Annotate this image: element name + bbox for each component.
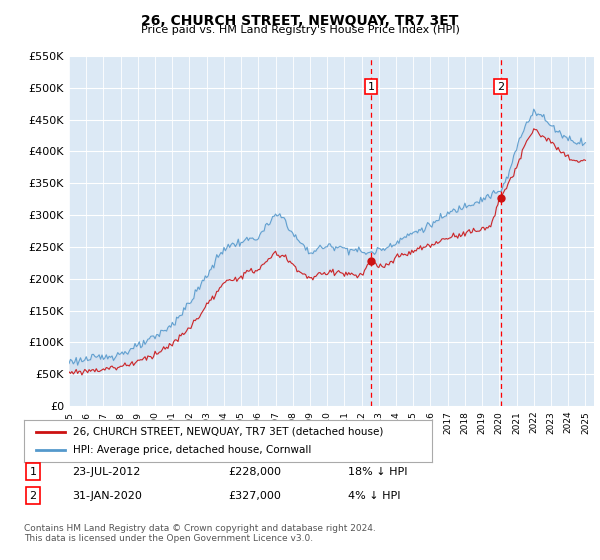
Text: £228,000: £228,000 [228,466,281,477]
Text: 26, CHURCH STREET, NEWQUAY, TR7 3ET (detached house): 26, CHURCH STREET, NEWQUAY, TR7 3ET (det… [73,427,383,437]
Text: 1: 1 [29,466,37,477]
Text: 2: 2 [497,82,504,91]
Text: 2: 2 [29,491,37,501]
Text: 18% ↓ HPI: 18% ↓ HPI [348,466,407,477]
Text: HPI: Average price, detached house, Cornwall: HPI: Average price, detached house, Corn… [73,445,311,455]
Text: 26, CHURCH STREET, NEWQUAY, TR7 3ET: 26, CHURCH STREET, NEWQUAY, TR7 3ET [142,14,458,28]
Text: Contains HM Land Registry data © Crown copyright and database right 2024.
This d: Contains HM Land Registry data © Crown c… [24,524,376,543]
Text: Price paid vs. HM Land Registry's House Price Index (HPI): Price paid vs. HM Land Registry's House … [140,25,460,35]
Text: 1: 1 [368,82,374,91]
Text: £327,000: £327,000 [228,491,281,501]
Text: 31-JAN-2020: 31-JAN-2020 [72,491,142,501]
Text: 23-JUL-2012: 23-JUL-2012 [72,466,140,477]
Text: 4% ↓ HPI: 4% ↓ HPI [348,491,401,501]
